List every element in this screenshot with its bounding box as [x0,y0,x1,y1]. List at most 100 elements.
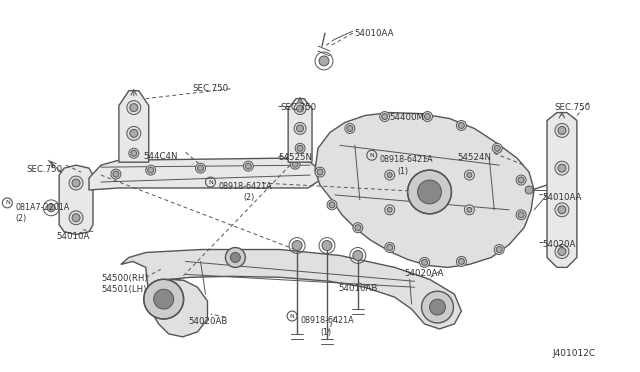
Polygon shape [119,91,148,162]
Text: (1): (1) [320,328,331,337]
Circle shape [385,243,395,253]
Text: 544C4N: 544C4N [144,152,179,161]
Circle shape [380,112,390,122]
Text: (2): (2) [243,193,255,202]
Circle shape [555,203,569,217]
Circle shape [558,164,566,172]
Circle shape [72,179,80,187]
Circle shape [319,56,329,66]
Circle shape [558,206,566,214]
Text: SEC.750: SEC.750 [26,165,63,174]
Circle shape [465,205,474,215]
Circle shape [555,161,569,175]
Circle shape [429,299,445,315]
Circle shape [417,180,442,204]
Circle shape [296,105,303,112]
Text: 54500(RH): 54500(RH) [101,274,148,283]
Circle shape [292,241,302,250]
Circle shape [245,163,252,169]
Circle shape [317,169,323,175]
Text: 54525N: 54525N [278,153,312,162]
Circle shape [294,103,306,115]
Circle shape [467,207,472,212]
Circle shape [127,101,141,115]
Circle shape [456,256,467,266]
Text: J401012C: J401012C [552,349,595,358]
Circle shape [345,124,355,134]
Circle shape [113,171,119,177]
Circle shape [494,244,504,254]
Text: 54020A: 54020A [542,240,575,248]
Circle shape [408,170,451,214]
Circle shape [347,125,353,131]
Circle shape [555,244,569,259]
Polygon shape [547,113,577,267]
Circle shape [154,289,173,309]
Circle shape [525,186,533,194]
Text: 081A7-2201A: 081A7-2201A [15,203,70,212]
Circle shape [555,124,569,137]
Text: SEC.750: SEC.750 [280,103,316,112]
Circle shape [225,247,245,267]
Circle shape [355,225,361,231]
Polygon shape [59,165,93,235]
Circle shape [353,223,363,232]
Circle shape [385,205,395,215]
Circle shape [422,291,453,323]
Circle shape [196,163,205,173]
Circle shape [146,165,156,175]
Circle shape [558,247,566,256]
Circle shape [420,257,429,267]
Circle shape [130,129,138,137]
Circle shape [492,143,502,153]
Circle shape [198,165,204,171]
Circle shape [385,170,395,180]
Text: 54010AB: 54010AB [338,284,378,293]
Polygon shape [89,158,320,190]
Circle shape [129,148,139,158]
Text: N: N [369,153,374,158]
Circle shape [144,279,184,319]
Circle shape [496,247,502,253]
Circle shape [467,173,472,177]
Circle shape [516,210,526,220]
Circle shape [424,113,431,119]
Circle shape [494,145,500,151]
Circle shape [422,112,433,122]
Circle shape [353,250,363,260]
Circle shape [290,159,300,169]
Circle shape [387,207,392,212]
Circle shape [131,150,137,156]
Circle shape [297,145,303,151]
Circle shape [69,211,83,225]
Circle shape [516,175,526,185]
Circle shape [315,167,325,177]
Circle shape [465,170,474,180]
Circle shape [518,177,524,183]
Text: (1): (1) [397,167,409,176]
Circle shape [296,125,303,132]
Text: N: N [290,314,294,318]
Text: SEC.750: SEC.750 [554,103,590,112]
Circle shape [127,126,141,140]
Text: (2): (2) [15,214,27,223]
Polygon shape [121,250,461,337]
Text: 54010A: 54010A [56,232,90,241]
Circle shape [243,161,253,171]
Circle shape [72,214,80,222]
Circle shape [148,167,154,173]
Circle shape [294,122,306,134]
Circle shape [295,143,305,153]
Text: SEC.750: SEC.750 [193,84,228,93]
Polygon shape [288,99,312,162]
Text: 54020AB: 54020AB [189,317,228,326]
Text: 54010AA: 54010AA [542,193,582,202]
Text: 54010AA: 54010AA [355,29,394,38]
Circle shape [47,204,55,212]
Text: N: N [5,201,10,205]
Circle shape [292,161,298,167]
Circle shape [69,176,83,190]
Circle shape [422,259,428,265]
Circle shape [458,122,465,128]
Circle shape [327,200,337,210]
